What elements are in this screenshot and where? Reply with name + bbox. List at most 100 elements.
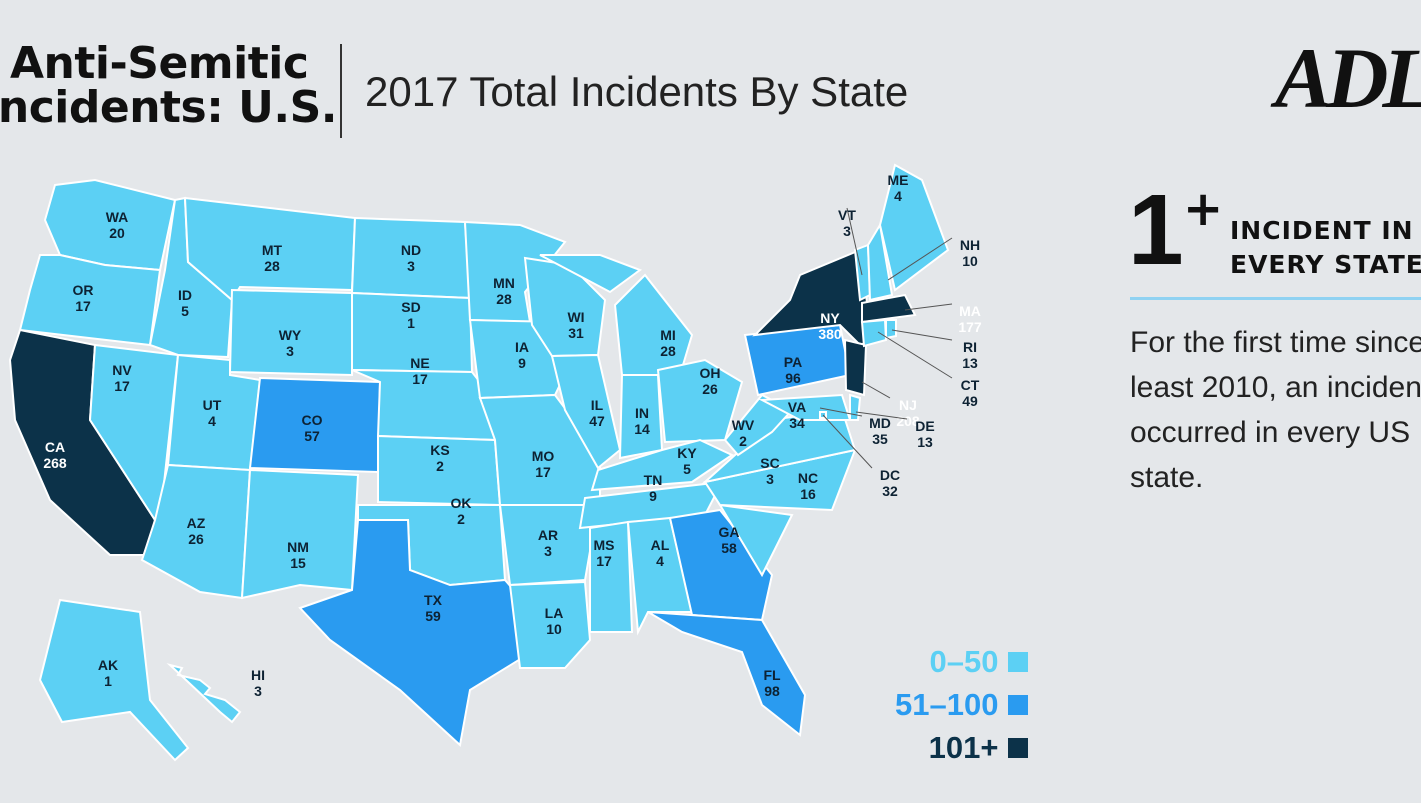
state-label-ks: KS 2 — [430, 442, 449, 474]
state-label-ms: MS 17 — [594, 537, 615, 569]
state-value: 3 — [766, 471, 774, 487]
state-abbr: CO — [302, 412, 323, 428]
subtitle: 2017 Total Incidents By State — [365, 68, 909, 115]
state-label-mo: MO 17 — [532, 448, 555, 480]
state-label-wa: WA 20 — [106, 209, 129, 241]
leader-line-de — [855, 411, 908, 420]
state-abbr: CT — [961, 377, 980, 393]
state-value: 47 — [589, 413, 605, 429]
state-value: 31 — [568, 325, 584, 341]
state-abbr: CA — [45, 439, 65, 455]
state-label-id: ID 5 — [178, 287, 192, 319]
state-value: 28 — [660, 343, 676, 359]
state-abbr: MN — [493, 275, 515, 291]
state-abbr: NY — [820, 310, 840, 326]
state-abbr: NE — [410, 355, 429, 371]
state-value: 9 — [649, 488, 657, 504]
state-abbr: WV — [732, 417, 755, 433]
state-abbr: AR — [538, 527, 558, 543]
state-abbr: MS — [594, 537, 615, 553]
legend-swatch — [1008, 737, 1029, 758]
state-label-ca: CA 268 — [43, 439, 67, 471]
state-label-mi: MI 28 — [660, 327, 676, 359]
state-abbr: MT — [262, 242, 283, 258]
state-label-dc: DC 32 — [880, 467, 900, 499]
state-value: 17 — [412, 371, 428, 387]
state-abbr: NJ — [899, 397, 917, 413]
state-label-al: AL 4 — [651, 537, 670, 569]
state-value: 5 — [683, 461, 691, 477]
state-abbr: MA — [959, 303, 981, 319]
state-abbr: NC — [798, 470, 818, 486]
state-value: 13 — [962, 355, 978, 371]
state-value: 4 — [656, 553, 664, 569]
state-value: 17 — [596, 553, 612, 569]
state-value: 10 — [546, 621, 562, 637]
state-abbr: TX — [424, 592, 443, 608]
state-value: 5 — [181, 303, 189, 319]
leader-line-ma — [904, 303, 953, 311]
state-label-nj: NJ 208 — [896, 397, 920, 429]
state-label-mt: MT 28 — [262, 242, 283, 274]
state-value: 177 — [958, 319, 982, 335]
legend-label: 51–100 — [895, 686, 999, 722]
state-ky — [590, 438, 735, 492]
state-abbr: ND — [401, 242, 421, 258]
state-abbr: IN — [635, 405, 649, 421]
leader-line-md — [819, 407, 863, 417]
state-oh — [656, 358, 744, 444]
map-title: Anti-Semitic Incidents: U.S. — [0, 38, 338, 133]
state-abbr: RI — [963, 339, 977, 355]
state-wy — [228, 288, 353, 377]
state-value: 49 — [962, 393, 978, 409]
state-value: 2 — [457, 511, 465, 527]
leader-line-ct — [877, 331, 953, 379]
state-label-or: OR 17 — [73, 282, 94, 314]
state-label-hi: HI 3 — [251, 667, 265, 699]
callout-rule — [1130, 297, 1421, 300]
state-or — [18, 254, 162, 347]
state-hi — [166, 663, 242, 724]
state-label-in: IN 14 — [634, 405, 650, 437]
state-fl — [647, 611, 807, 737]
state-label-mn: MN 28 — [493, 275, 515, 307]
state-label-ia: IA 9 — [515, 339, 529, 371]
state-abbr: KY — [677, 445, 697, 461]
state-label-wy: WY 3 — [279, 327, 302, 359]
state-value: 98 — [764, 683, 780, 699]
title-line-2: Incidents: U.S. — [0, 82, 338, 133]
state-label-ri: RI 13 — [962, 339, 978, 371]
state-label-ak: AK 1 — [98, 657, 118, 689]
title-divider — [340, 44, 342, 138]
state-value: 4 — [894, 188, 902, 204]
state-value: 58 — [721, 540, 737, 556]
state-label-va: VA 34 — [788, 399, 806, 431]
state-value: 32 — [882, 483, 898, 499]
state-value: 17 — [75, 298, 91, 314]
state-label-vt: VT 3 — [838, 207, 856, 239]
state-abbr: SC — [760, 455, 779, 471]
state-value: 13 — [917, 434, 933, 450]
state-label-ar: AR 3 — [538, 527, 558, 559]
title-line-1: Anti-Semitic — [10, 38, 309, 89]
state-il — [550, 353, 622, 470]
state-value: 10 — [962, 253, 978, 269]
state-sc — [718, 503, 794, 578]
state-label-tx: TX 59 — [424, 592, 443, 624]
state-abbr: IA — [515, 339, 529, 355]
state-abbr: AZ — [187, 515, 206, 531]
state-value: 17 — [114, 378, 130, 394]
state-value: 4 — [208, 413, 216, 429]
leader-line-nj — [861, 381, 891, 399]
callout-number: 1 — [1128, 174, 1184, 286]
state-ct — [860, 318, 888, 348]
state-abbr: DC — [880, 467, 900, 483]
state-tx — [298, 519, 542, 747]
state-label-az: AZ 26 — [187, 515, 206, 547]
legend-label: 101+ — [928, 729, 999, 765]
leader-line-vt — [846, 207, 863, 276]
state-abbr: NH — [960, 237, 980, 253]
state-value: 26 — [188, 531, 204, 547]
state-value: 1 — [104, 673, 112, 689]
